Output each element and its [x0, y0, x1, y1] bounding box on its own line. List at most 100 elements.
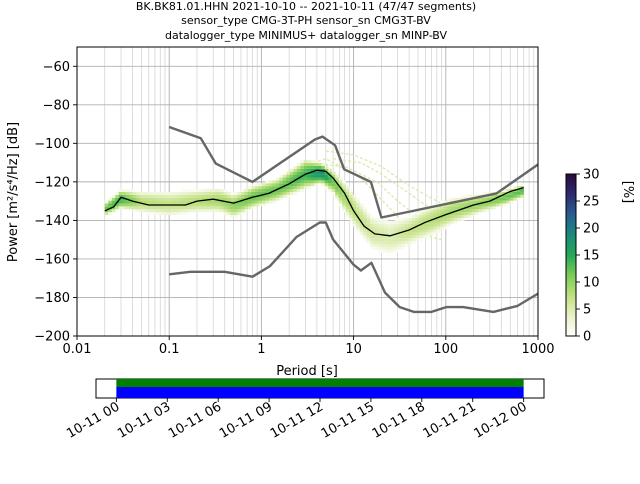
density-cell [219, 194, 224, 198]
density-cell [136, 206, 140, 210]
density-cell [153, 212, 158, 216]
density-cell [261, 197, 266, 201]
density-cell [153, 197, 158, 201]
density-cell [108, 212, 113, 216]
density-cell [418, 238, 423, 242]
density-cell [118, 189, 123, 192]
density-cell [359, 223, 364, 227]
density-cell [195, 209, 200, 213]
density-cell [185, 200, 189, 204]
density-cell [373, 220, 378, 224]
density-cell [185, 206, 189, 210]
density-cell [240, 209, 245, 213]
density-cell [251, 206, 256, 210]
density-cell [363, 212, 367, 216]
density-cell [492, 200, 497, 204]
density-cell [481, 209, 486, 213]
density-cell [171, 191, 175, 195]
density-cell [195, 206, 200, 210]
density-cell [153, 194, 158, 198]
density-cell [303, 163, 308, 166]
density-cell [373, 226, 378, 230]
density-cell [359, 209, 364, 213]
density-cell [488, 203, 493, 207]
density-cell [240, 194, 245, 198]
density-cell [310, 177, 315, 181]
density-cell [384, 249, 388, 253]
density-cell [485, 206, 490, 210]
density-cell [237, 203, 242, 207]
density-cell [363, 206, 367, 210]
density-cell [460, 194, 465, 198]
density-cell [265, 180, 270, 184]
density-cell [418, 209, 423, 213]
density-cell [401, 241, 406, 244]
density-cell [516, 197, 521, 201]
density-cell [429, 229, 434, 233]
mean-psd-line [104, 169, 524, 237]
density-cell [146, 197, 151, 201]
density-cell [125, 189, 130, 192]
density-cell [394, 241, 399, 244]
timeline-coverage [116, 379, 524, 398]
timeline-data-bar [116, 387, 524, 398]
density-cell [303, 160, 308, 164]
density-cell [370, 246, 374, 250]
density-cell [192, 203, 196, 207]
density-cell [195, 203, 200, 207]
density-cell [408, 238, 413, 242]
density-cell [398, 241, 402, 244]
density-cell [230, 215, 235, 218]
density-cell [342, 189, 346, 192]
density-cell [265, 189, 270, 192]
density-cell [321, 171, 326, 175]
density-cell [324, 186, 329, 190]
density-cell [178, 191, 182, 195]
density-cell [387, 226, 392, 230]
density-cell [506, 191, 511, 195]
density-cell [129, 203, 133, 207]
density-cell [485, 197, 490, 201]
density-cell [317, 171, 322, 175]
x-tick-label: 100 [433, 342, 458, 357]
density-cell [439, 226, 444, 230]
chart-title-line-2: sensor_type CMG-3T-PH sensor_sn CMG3T-BV [181, 14, 431, 27]
density-cell [439, 206, 444, 210]
density-cell [502, 191, 507, 195]
density-cell [286, 174, 291, 178]
density-cell [467, 209, 472, 213]
density-cell [415, 212, 420, 216]
density-cell [272, 186, 277, 190]
density-cell [401, 238, 406, 242]
density-cell [450, 220, 455, 224]
density-cell [268, 186, 273, 190]
density-cell [506, 194, 511, 198]
density-cell [384, 217, 388, 221]
density-cell [272, 197, 277, 201]
density-cell [356, 203, 360, 207]
density-cell [125, 200, 130, 204]
density-cell [506, 189, 511, 192]
density-cell [446, 203, 451, 207]
density-cell [122, 191, 126, 195]
density-cell [216, 197, 221, 201]
density-cell [387, 243, 392, 247]
timeline-tick-label: 10-11 03 [115, 399, 173, 441]
density-cell [321, 163, 326, 166]
density-cell [352, 209, 357, 213]
density-cell [240, 189, 245, 192]
density-cell [202, 209, 207, 213]
density-cell [356, 206, 360, 210]
density-cell [418, 223, 423, 227]
density-cell [268, 197, 273, 201]
density-cell [324, 174, 329, 178]
density-cell [251, 186, 256, 190]
density-cell [178, 209, 182, 213]
density-cell [230, 194, 235, 198]
density-cell [460, 200, 465, 204]
density-cell [111, 209, 116, 213]
density-cell [335, 191, 339, 195]
density-cell [513, 186, 518, 190]
density-cell [275, 177, 280, 181]
